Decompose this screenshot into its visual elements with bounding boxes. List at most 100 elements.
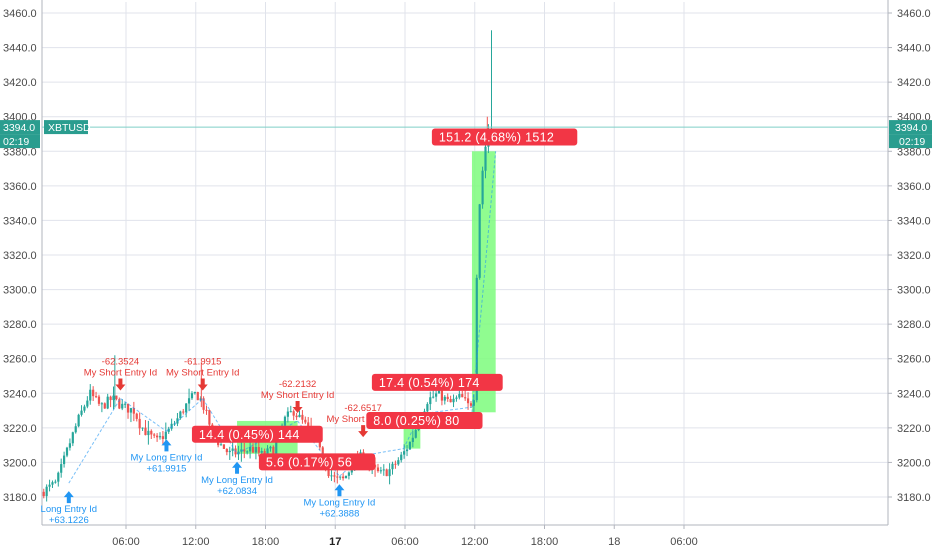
- candle-body: [202, 398, 205, 410]
- candle-body: [74, 426, 77, 433]
- candle-body: [472, 400, 475, 406]
- long-entry-arrow-icon: [63, 491, 74, 504]
- price-tag-right: 3394.0: [895, 122, 927, 134]
- pnl-label: 14.4 (0.45%) 144: [199, 428, 300, 442]
- price-tag-left: 3394.0: [3, 122, 35, 134]
- y-tick-label-left: 3340.0: [3, 215, 37, 227]
- candle-body: [208, 410, 211, 425]
- candle-body: [158, 436, 162, 438]
- candle-body: [251, 446, 255, 453]
- trade-line: [166, 398, 204, 432]
- candle-body: [71, 432, 74, 444]
- y-tick-label-right: 3180.0: [897, 492, 931, 504]
- short-entry-value: -62.6517: [344, 403, 382, 414]
- candle-body: [222, 444, 226, 449]
- y-tick-label-right: 3460.0: [897, 8, 931, 20]
- candle-body: [272, 446, 275, 455]
- x-tick-label: 18:00: [252, 536, 280, 548]
- long-entry-name: My Long Entry Id: [131, 452, 203, 463]
- candle-body: [318, 439, 321, 448]
- x-tick-label: 17: [329, 536, 341, 548]
- candle-body: [92, 389, 95, 397]
- y-tick-label-left: 3180.0: [3, 492, 37, 504]
- y-tick-label-right: 3260.0: [897, 354, 931, 366]
- candle-body: [408, 442, 412, 450]
- candle-body: [379, 470, 382, 472]
- y-tick-label-left: 3440.0: [3, 43, 37, 55]
- candle-body: [283, 416, 287, 426]
- candle-body: [147, 430, 150, 436]
- pnl-label-bg: [258, 453, 376, 471]
- y-tick-label-right: 3300.0: [897, 285, 931, 297]
- x-tick-label: 12:00: [461, 536, 489, 548]
- candle-body: [109, 396, 112, 401]
- countdown-tag-right-bg: [889, 134, 932, 149]
- trade-line: [471, 151, 497, 413]
- x-tick-label: 18: [608, 536, 620, 548]
- candle-body: [199, 398, 202, 401]
- candle-body: [403, 451, 406, 455]
- candle-body: [275, 440, 278, 455]
- long-entry-name: My Long Entry Id: [201, 475, 273, 486]
- candle-body: [289, 411, 292, 413]
- long-entry-name: My Long Entry Id: [304, 497, 376, 508]
- grid-lines: [42, 2, 888, 525]
- candle-body: [443, 396, 446, 401]
- candle-body: [106, 396, 109, 409]
- candle-body: [382, 469, 385, 471]
- candle-body: [211, 424, 214, 427]
- candle-body: [394, 463, 397, 465]
- y-tick-label-right: 3220.0: [897, 423, 931, 435]
- candle-body: [126, 403, 130, 413]
- candle-body: [449, 399, 452, 403]
- pnl-label-bg: [371, 373, 503, 391]
- trade-line: [68, 398, 121, 484]
- candle-body: [240, 449, 243, 452]
- candle-body: [336, 476, 339, 478]
- y-tick-label-left: 3260.0: [3, 354, 37, 366]
- y-tick-label-left: 3460.0: [3, 8, 37, 20]
- candle-body: [341, 476, 345, 479]
- candle-body: [298, 414, 301, 418]
- candle-body: [269, 446, 272, 449]
- candle-body: [391, 463, 394, 470]
- candle-body: [68, 443, 72, 448]
- long-entry-arrow-icon: [334, 484, 345, 497]
- candle-body: [446, 396, 449, 400]
- pnl-label: 8.0 (0.25%) 80: [373, 414, 459, 428]
- candle-body: [461, 394, 464, 398]
- candle-body: [478, 204, 481, 278]
- candle-body: [138, 418, 141, 429]
- candle-body: [187, 398, 191, 404]
- candle-body: [135, 413, 138, 419]
- candle-body: [327, 470, 330, 477]
- candle-body: [388, 469, 391, 477]
- candle-body: [339, 476, 342, 478]
- x-tick-label: 06:00: [391, 536, 419, 548]
- pnl-label-bg: [431, 128, 578, 146]
- candle-body: [347, 472, 351, 476]
- candle-body: [112, 395, 115, 401]
- y-tick-label-left: 3420.0: [3, 77, 37, 89]
- candle-body: [167, 428, 170, 432]
- y-tick-label-right: 3340.0: [897, 215, 931, 227]
- candle-body: [54, 481, 57, 483]
- candle-body: [144, 427, 147, 436]
- y-tick-label-left: 3300.0: [3, 285, 37, 297]
- candle-body: [150, 430, 153, 435]
- candle-body: [414, 430, 417, 438]
- candle-body: [254, 446, 258, 453]
- candle-body: [304, 419, 307, 423]
- candle-body: [437, 388, 441, 394]
- y-tick-label-right: 3380.0: [897, 146, 931, 158]
- pnl-label: 17.4 (0.54%) 174: [379, 376, 480, 390]
- candle-body: [307, 422, 310, 427]
- y-tick-label-left: 3380.0: [3, 146, 37, 158]
- candle-body: [196, 392, 199, 401]
- candle-body: [129, 408, 133, 413]
- candle-body: [475, 277, 478, 401]
- countdown-tag-right: 02:19: [899, 136, 925, 148]
- countdown-tag-left-bg: [0, 134, 40, 149]
- candle-body: [219, 444, 223, 446]
